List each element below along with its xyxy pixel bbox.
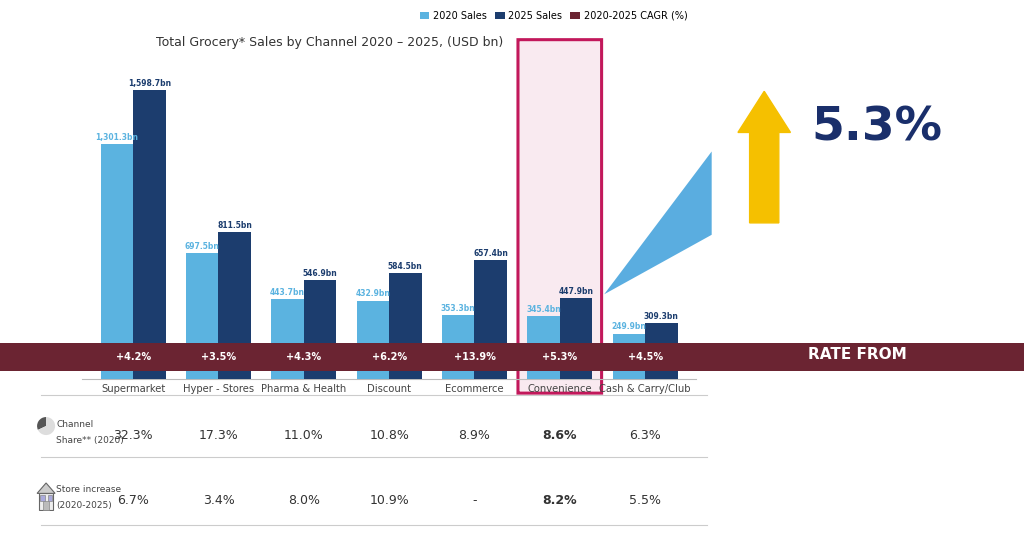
Text: 11.0%: 11.0% [284,429,324,442]
Text: RATE FROM: RATE FROM [808,347,907,362]
Text: 432.9bn: 432.9bn [355,289,390,299]
Text: 811.5bn: 811.5bn [217,221,252,230]
Wedge shape [38,417,55,435]
Text: 6.3%: 6.3% [629,429,662,442]
Text: (2020-2025): (2020-2025) [56,502,112,510]
Bar [527,316,560,379]
Circle shape [0,344,1024,370]
Text: COMPOUND: COMPOUND [807,256,908,272]
Text: +4.5%: +4.5% [628,352,663,362]
Circle shape [0,344,1024,370]
Text: 2020 - 2025: 2020 - 2025 [807,392,908,407]
Text: 443.7bn: 443.7bn [270,287,305,296]
Polygon shape [604,151,712,294]
Text: +13.9%: +13.9% [454,352,496,362]
Bar [645,323,678,379]
Bar [304,280,336,379]
Bar [100,144,133,379]
Text: 10.8%: 10.8% [370,429,409,442]
Text: 5.5%: 5.5% [629,494,662,507]
Bar [271,299,304,379]
Text: 697.5bn: 697.5bn [184,242,220,251]
Text: Share** (2020): Share** (2020) [56,437,124,445]
Text: 8.2%: 8.2% [543,494,578,507]
Text: 17.3%: 17.3% [199,429,239,442]
Text: 5.3%: 5.3% [811,106,942,151]
Circle shape [0,344,1024,370]
Text: +4.3%: +4.3% [287,352,322,362]
Text: 1,301.3bn: 1,301.3bn [95,133,138,142]
Text: +3.5%: +3.5% [201,352,236,362]
Circle shape [0,344,1024,370]
Circle shape [0,344,1024,370]
Text: ANNUAL GROWTH: ANNUAL GROWTH [781,302,934,316]
Text: 546.9bn: 546.9bn [303,269,337,278]
Text: Store increase: Store increase [56,485,122,494]
Bar [41,496,44,501]
Polygon shape [37,483,55,493]
Text: 249.9bn: 249.9bn [611,322,646,332]
Text: 32.3%: 32.3% [114,429,153,442]
Text: 309.3bn: 309.3bn [644,312,679,321]
Bar [389,273,422,379]
FancyArrow shape [738,91,791,223]
Bar [218,233,251,379]
Circle shape [0,344,1024,370]
Bar [39,493,53,510]
Text: 8.6%: 8.6% [543,429,578,442]
Text: 8.0%: 8.0% [288,494,319,507]
Text: 10.9%: 10.9% [370,494,409,507]
Text: Channel: Channel [56,420,93,429]
Legend: 2020 Sales, 2025 Sales, 2020-2025 CAGR (%): 2020 Sales, 2025 Sales, 2020-2025 CAGR (… [416,7,691,25]
Text: +5.3%: +5.3% [543,352,578,362]
Text: 657.4bn: 657.4bn [473,249,508,258]
FancyBboxPatch shape [518,39,602,393]
Bar [474,260,507,379]
Text: 447.9bn: 447.9bn [558,287,594,296]
Bar [48,496,51,501]
Bar [133,90,166,379]
Text: 584.5bn: 584.5bn [388,262,423,271]
Wedge shape [37,417,46,430]
Text: -: - [472,494,477,507]
Text: +6.2%: +6.2% [372,352,407,362]
Text: Total Grocery* Sales by Channel 2020 – 2025, (USD bn): Total Grocery* Sales by Channel 2020 – 2… [156,36,503,49]
Text: 1,598.7bn: 1,598.7bn [128,79,171,88]
Text: 8.9%: 8.9% [459,429,490,442]
Text: +4.2%: +4.2% [116,352,151,362]
Text: 345.4bn: 345.4bn [526,305,561,314]
Text: 6.7%: 6.7% [117,494,150,507]
Bar [442,315,474,379]
Text: 353.3bn: 353.3bn [441,304,475,313]
Bar [186,253,218,379]
Bar [560,298,592,379]
Circle shape [0,344,1024,370]
Bar [612,334,645,379]
Bar [43,501,49,510]
Bar [356,301,389,379]
Text: 3.4%: 3.4% [203,494,234,507]
